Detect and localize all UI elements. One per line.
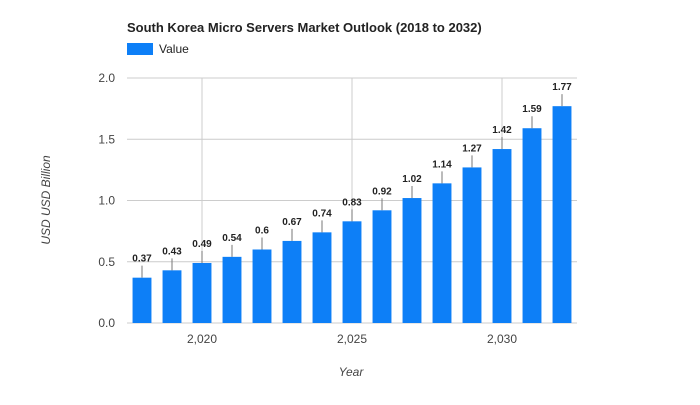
data-label: 0.67 <box>282 217 302 228</box>
data-labels: 0.37 0.43 0.49 0.54 0.6 0.67 0.74 0.83 0.92 1.02 1… <box>132 82 572 278</box>
bar[interactable] <box>192 262 212 323</box>
x-tick-label: 2,030 <box>487 332 517 346</box>
x-tick-label: 2,020 <box>187 332 217 346</box>
legend-label: Value <box>159 42 189 56</box>
bar[interactable] <box>342 221 362 323</box>
bar[interactable] <box>312 232 332 323</box>
bar[interactable] <box>282 240 302 323</box>
y-axis-ticks: 0.0 0.5 1.0 1.5 2.0 <box>98 71 115 330</box>
bar[interactable] <box>432 183 452 323</box>
data-label: 0.6 <box>255 226 269 237</box>
y-tick-label: 2.0 <box>98 71 115 85</box>
data-label: 1.77 <box>552 82 572 93</box>
bar[interactable] <box>462 167 482 323</box>
bar-series <box>132 106 572 324</box>
x-axis-title: Year <box>339 365 365 379</box>
chart-title: South Korea Micro Servers Market Outlook… <box>127 20 482 35</box>
data-label: 0.43 <box>162 246 182 257</box>
bar[interactable] <box>522 128 542 323</box>
bar[interactable] <box>222 256 242 323</box>
data-label: 0.37 <box>132 254 152 265</box>
bar[interactable] <box>372 210 392 323</box>
data-label: 0.83 <box>342 197 362 208</box>
data-label: 1.27 <box>462 143 482 154</box>
legend-swatch <box>127 43 153 55</box>
data-label: 0.92 <box>372 186 392 197</box>
bar[interactable] <box>162 270 182 323</box>
x-tick-label: 2,025 <box>337 332 367 346</box>
data-label: 1.59 <box>522 104 542 115</box>
data-label: 1.02 <box>402 174 422 185</box>
y-tick-label: 1.5 <box>98 132 115 146</box>
bar[interactable] <box>132 277 152 323</box>
bar[interactable] <box>252 249 272 324</box>
bar[interactable] <box>492 149 512 323</box>
data-label: 1.14 <box>432 159 452 170</box>
bar[interactable] <box>552 106 572 323</box>
y-axis-title: USD USD Billion <box>39 155 53 245</box>
y-tick-label: 0.0 <box>98 316 115 330</box>
data-label: 0.54 <box>222 233 242 244</box>
bar[interactable] <box>402 198 422 323</box>
data-label: 0.74 <box>312 208 332 219</box>
data-label: 1.42 <box>492 125 512 136</box>
x-axis-ticks: 2,020 2,025 2,030 <box>187 332 517 346</box>
data-label: 0.49 <box>192 239 212 250</box>
legend[interactable]: Value <box>127 42 189 56</box>
y-tick-label: 1.0 <box>98 194 115 208</box>
y-tick-label: 0.5 <box>98 255 115 269</box>
